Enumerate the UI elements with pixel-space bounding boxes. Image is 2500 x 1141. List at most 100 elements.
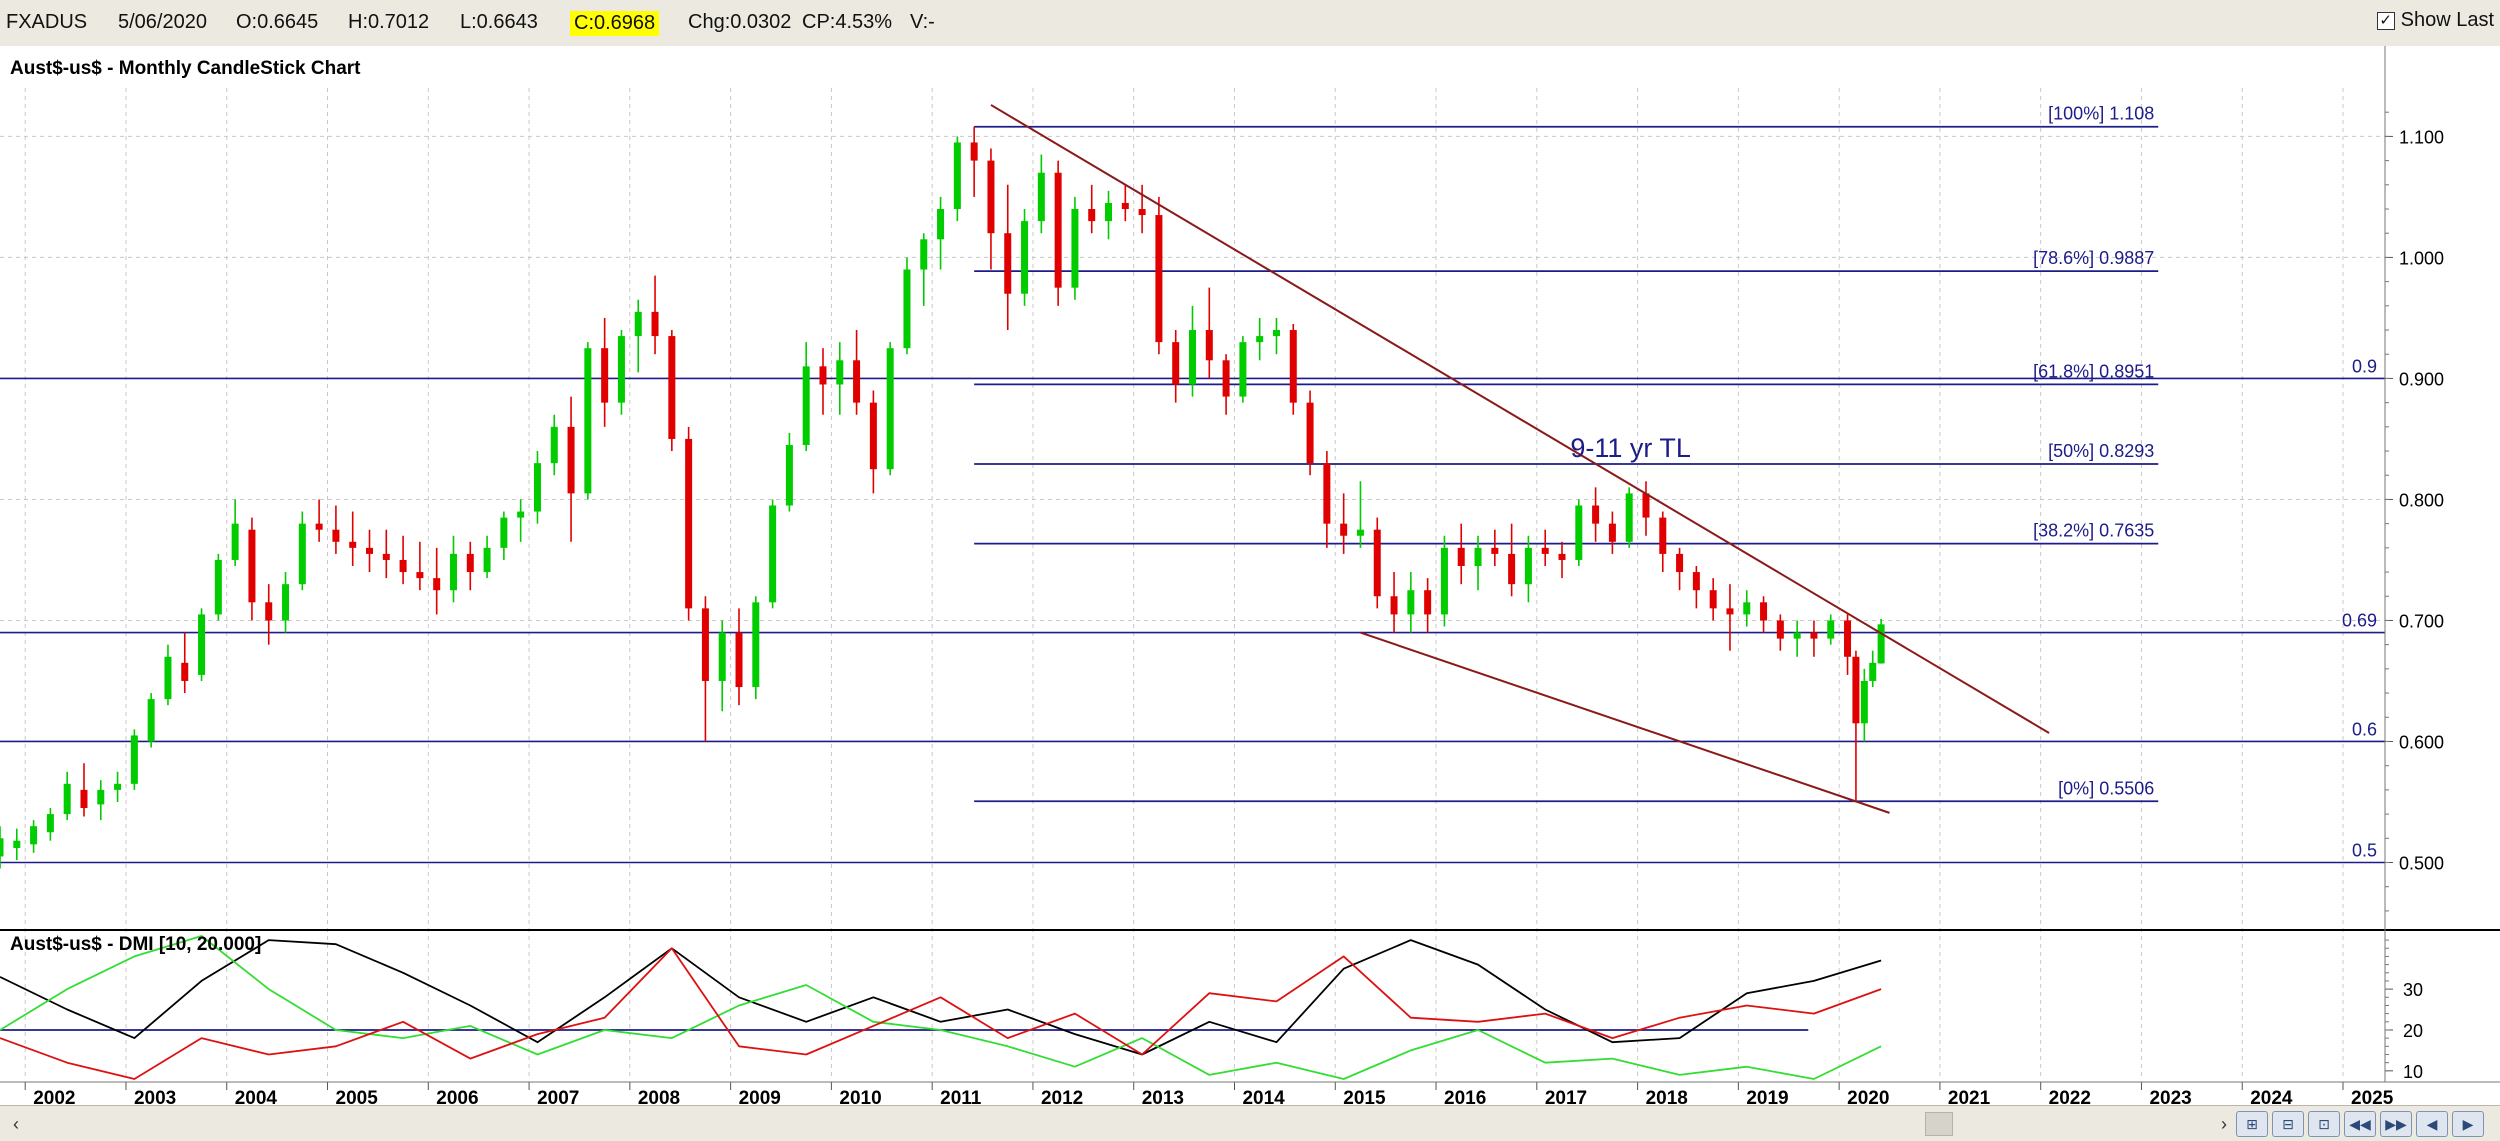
candle[interactable] [147,693,155,748]
scrollbar-thumb[interactable] [1925,1112,1953,1136]
candle[interactable] [1289,323,1297,415]
candle[interactable] [130,729,138,790]
candle[interactable] [1642,481,1650,536]
zoom-out-icon[interactable]: ⊟ [2272,1111,2304,1137]
candle[interactable] [399,535,407,585]
candle[interactable] [869,390,877,494]
show-last-toggle[interactable]: ✓ Show Last [2376,9,2494,32]
fit-icon[interactable]: ⊡ [2308,1111,2340,1137]
candle[interactable] [685,426,693,621]
candle[interactable] [1869,650,1877,688]
candle[interactable] [953,136,961,222]
candle[interactable] [1272,317,1280,355]
candle[interactable] [164,644,172,706]
candle[interactable] [1037,154,1045,234]
candle[interactable] [1440,535,1448,627]
candle[interactable] [1054,160,1062,306]
candle[interactable] [1575,499,1583,567]
scroll-left-icon[interactable]: ‹ [13,1114,19,1134]
candle[interactable] [1373,517,1381,609]
candle[interactable] [1239,336,1247,403]
trendline[interactable] [1360,631,1890,814]
candle[interactable] [634,299,642,373]
candle[interactable] [1424,578,1432,633]
candle[interactable] [1608,511,1616,554]
candle[interactable] [1541,529,1549,567]
candle[interactable] [701,596,709,742]
candle[interactable] [214,553,222,621]
candle[interactable] [1004,184,1012,331]
candle[interactable] [1793,620,1801,657]
candle[interactable] [248,517,256,621]
candle[interactable] [1189,305,1196,397]
candle[interactable] [1659,511,1667,573]
candle[interactable] [1743,590,1751,627]
zoom-in-icon[interactable]: ⊞ [2236,1111,2268,1137]
candle[interactable] [836,342,844,415]
candle[interactable] [1558,541,1566,579]
candle[interactable] [382,529,390,579]
candle[interactable] [1860,668,1868,742]
candle[interactable] [1877,619,1885,664]
candle[interactable] [970,126,978,197]
candle[interactable] [1508,523,1516,597]
show-last-checkbox[interactable]: ✓ [2376,11,2395,30]
candle[interactable] [1676,547,1684,591]
candle[interactable] [1172,330,1180,403]
candle[interactable] [886,342,894,476]
candle[interactable] [0,826,4,869]
candle[interactable] [449,535,457,603]
candle[interactable] [1776,614,1784,651]
candle[interactable] [198,608,206,681]
step-forward-icon[interactable]: ▶ [2452,1111,2484,1137]
candle[interactable] [752,596,760,700]
candle[interactable] [920,233,928,306]
candle[interactable] [937,196,945,270]
candle[interactable] [13,828,21,861]
candle[interactable] [1121,184,1129,222]
candle[interactable] [819,348,827,415]
candle[interactable] [533,451,541,524]
candle[interactable] [416,541,424,591]
candle[interactable] [349,511,357,567]
dmi-line-adx[interactable] [0,939,1882,1056]
candle[interactable] [1726,584,1734,651]
candle[interactable] [1760,596,1768,633]
candle[interactable] [1105,190,1113,240]
candle[interactable] [1356,481,1364,548]
chart-area[interactable]: 0.9 0.69 0.6 0.5 [100%] 1.108 [78.6%] 0.9887… [0,46,2500,1105]
candle[interactable] [1021,209,1029,306]
candle[interactable] [718,620,726,712]
candle[interactable] [483,535,491,579]
candle[interactable] [298,511,306,591]
candle[interactable] [550,414,558,476]
scroll-right-icon[interactable]: › [2221,1114,2227,1134]
candle[interactable] [1827,614,1835,645]
candle[interactable] [802,342,810,452]
step-back-icon[interactable]: ◀ [2416,1111,2448,1137]
candle[interactable] [1390,572,1398,633]
candle[interactable] [282,572,290,633]
go-start-icon[interactable]: ◀◀ [2344,1111,2376,1137]
candle[interactable] [366,529,374,573]
candle[interactable] [735,608,743,706]
candle[interactable] [903,257,911,355]
candle[interactable] [1256,317,1264,361]
candle[interactable] [1524,535,1532,603]
candle[interactable] [80,763,88,817]
candle[interactable] [668,330,676,452]
candle[interactable] [584,342,592,500]
candle[interactable] [332,505,340,554]
trendline[interactable] [990,104,2050,734]
candle[interactable] [1491,529,1499,567]
candle[interactable] [853,330,861,415]
candle[interactable] [500,511,508,560]
candle[interactable] [567,396,575,542]
candle[interactable] [1457,523,1465,585]
candle[interactable] [1692,566,1700,609]
candle[interactable] [617,330,625,415]
candle[interactable] [97,780,105,821]
candle[interactable] [785,432,793,512]
candle[interactable] [1474,535,1482,591]
candle[interactable] [433,547,441,615]
